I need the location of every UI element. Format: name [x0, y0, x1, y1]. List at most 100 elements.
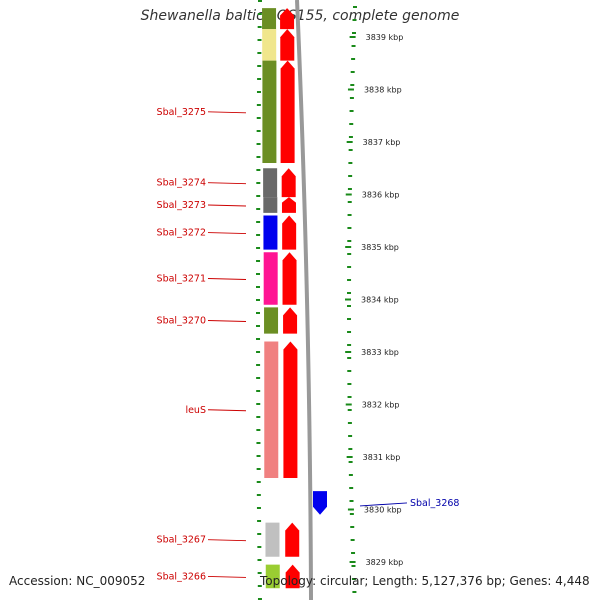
ring-dot	[347, 279, 352, 281]
ring-dot	[349, 97, 354, 99]
ring-dot	[256, 442, 261, 444]
scale-tick-label: 3836 kbp	[362, 191, 400, 200]
gene-label: Sbal_3272	[157, 228, 206, 239]
scale-tick	[347, 508, 354, 511]
cog-block	[262, 8, 277, 30]
gene-leader-line	[207, 204, 247, 207]
cog-block	[263, 252, 278, 305]
ring-dot	[348, 136, 353, 138]
ring-dot	[256, 429, 261, 431]
scale-tick	[345, 246, 352, 248]
cog-block	[265, 522, 280, 557]
tick-ring-group	[256, 0, 357, 600]
cds-arrow	[282, 215, 297, 250]
ring-dot	[347, 188, 352, 190]
gene-label: Sbal_3267	[157, 535, 206, 546]
scale-tick-label: 3834 kbp	[361, 296, 399, 305]
ring-dot	[256, 481, 261, 483]
ring-dot	[256, 299, 261, 301]
gene-label: leuS	[185, 405, 206, 416]
cds-arrow	[313, 491, 327, 515]
ring-dot	[256, 234, 261, 236]
gene-leader-line	[207, 111, 247, 114]
ring-dot	[347, 422, 352, 424]
cog-block	[264, 341, 279, 478]
cds-arrow	[285, 564, 300, 589]
ring-dot	[256, 377, 261, 379]
ring-dot	[350, 71, 355, 73]
ring-dot	[256, 416, 261, 418]
gene-label-group: Sbal_3275 Sbal_3274 Sbal_3273 Sbal_3272 Sbal…	[157, 107, 460, 583]
ring-dot	[257, 13, 262, 15]
ring-dot	[256, 364, 261, 366]
scale-tick-label: 3838 kbp	[364, 86, 402, 95]
ring-dot	[256, 325, 261, 327]
ring-dot	[349, 500, 354, 502]
genome-backbone-group	[295, 0, 313, 600]
scale-tick	[345, 193, 352, 196]
ring-dot	[256, 104, 261, 106]
ring-dot	[348, 175, 353, 177]
accession-text: Accession: NC_009052	[9, 574, 146, 588]
ring-dot	[347, 383, 352, 385]
scale-tick	[345, 403, 352, 406]
ring-dot	[348, 162, 353, 164]
cog-block	[265, 564, 280, 589]
ring-dot	[347, 227, 352, 229]
ring-dot	[347, 305, 352, 307]
ring-dot	[349, 487, 354, 489]
ring-dot	[256, 286, 261, 288]
ring-dot	[347, 214, 352, 216]
ring-dot	[351, 58, 356, 60]
ring-dot	[350, 84, 355, 86]
ring-dot	[347, 266, 352, 268]
ring-dot	[256, 455, 261, 457]
ring-dot	[256, 221, 261, 223]
gene-label: Sbal_3270	[157, 316, 206, 327]
ring-dot	[351, 552, 356, 554]
ring-dot	[351, 45, 356, 47]
ring-dot	[257, 559, 262, 561]
cds-arrow	[280, 8, 295, 30]
scale-tick	[345, 351, 352, 353]
ring-dot	[257, 546, 262, 548]
ring-dot	[347, 253, 352, 255]
ring-dot	[347, 292, 352, 294]
scale-tick-label: 3829 kbp	[366, 558, 404, 567]
ring-dot	[352, 32, 357, 34]
cog-track-group	[262, 8, 280, 589]
ring-dot	[257, 78, 262, 80]
genome-title: Shewanella baltica OS155, complete genom…	[140, 8, 460, 24]
ring-dot	[348, 448, 353, 450]
cds-arrow	[280, 29, 295, 61]
ring-dot	[348, 435, 353, 437]
ring-dot	[256, 143, 261, 145]
gene-label: Sbal_3274	[157, 178, 206, 189]
ring-dot	[348, 474, 353, 476]
scale-tick-label: 3835 kbp	[361, 243, 399, 252]
ring-dot	[351, 578, 356, 580]
ring-dot	[347, 331, 352, 333]
ring-dot	[353, 6, 357, 8]
gene-label: Sbal_3273	[157, 200, 206, 211]
scale-tick	[346, 141, 353, 143]
ring-dot	[351, 565, 356, 567]
ring-dot	[349, 110, 354, 112]
cds-track-group	[280, 8, 327, 589]
ring-dot	[256, 507, 261, 509]
scale-tick-label: 3831 kbp	[363, 453, 401, 462]
ring-dot	[347, 344, 352, 346]
scale-tick	[347, 88, 354, 91]
gene-leader-line	[207, 232, 247, 235]
ring-dot	[256, 312, 261, 314]
scale-tick-group: 3839 kbp 3838 kbp 3837 kbp 3836 kbp 3835 kbp…	[345, 33, 403, 567]
ring-dot	[256, 130, 261, 132]
ring-dot	[256, 169, 261, 171]
cog-block	[262, 60, 277, 163]
gene-leader-line	[359, 502, 408, 507]
gene-leader-line	[207, 320, 247, 322]
ring-dot	[256, 195, 261, 197]
ring-dot	[256, 390, 261, 392]
scale-tick-label: 3839 kbp	[366, 33, 404, 42]
ring-dot	[352, 591, 357, 593]
